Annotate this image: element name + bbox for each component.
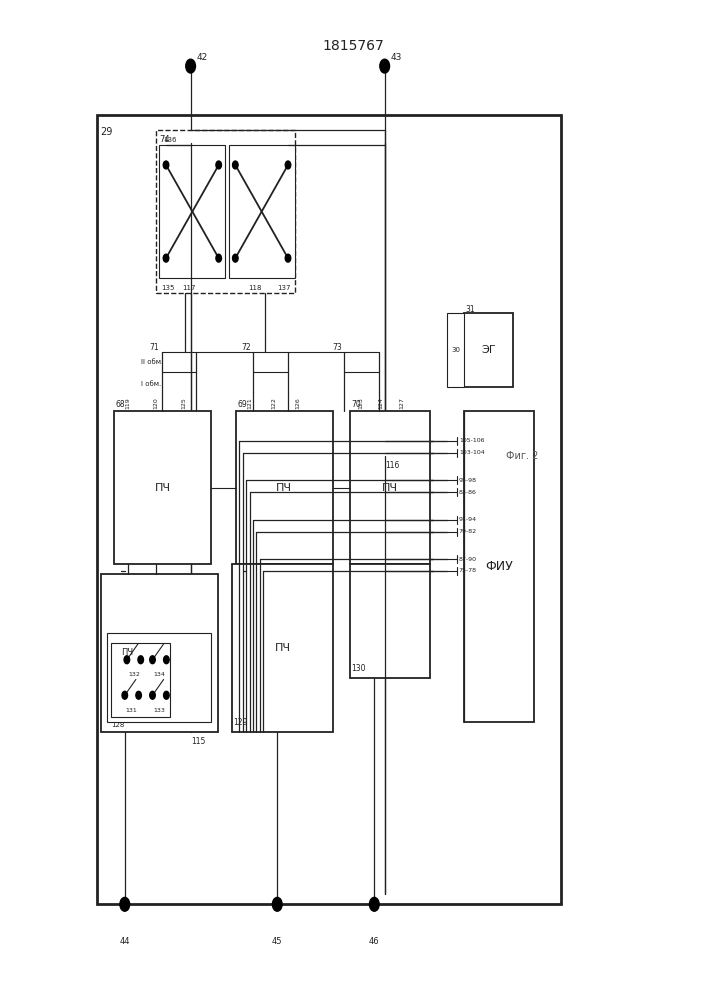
Polygon shape bbox=[232, 564, 333, 732]
Text: 44: 44 bbox=[119, 937, 130, 946]
Text: 126: 126 bbox=[296, 397, 300, 409]
Polygon shape bbox=[229, 145, 295, 278]
Text: 95-98: 95-98 bbox=[459, 478, 477, 483]
Text: 79-82: 79-82 bbox=[459, 529, 477, 534]
Text: 128: 128 bbox=[112, 722, 125, 728]
Text: 123: 123 bbox=[358, 397, 363, 409]
Polygon shape bbox=[100, 574, 218, 732]
Text: 127: 127 bbox=[399, 397, 404, 409]
Circle shape bbox=[163, 656, 169, 664]
Polygon shape bbox=[350, 411, 430, 564]
Text: 115: 115 bbox=[192, 737, 206, 746]
Text: 137: 137 bbox=[278, 285, 291, 291]
Text: ПЧ: ПЧ bbox=[122, 648, 134, 657]
Text: I обм.: I обм. bbox=[141, 381, 161, 387]
Circle shape bbox=[138, 656, 144, 664]
Circle shape bbox=[163, 691, 169, 699]
Polygon shape bbox=[235, 411, 333, 564]
Text: 129: 129 bbox=[233, 718, 248, 727]
Text: 74: 74 bbox=[160, 135, 170, 144]
Text: 135: 135 bbox=[160, 285, 174, 291]
Text: 120: 120 bbox=[153, 397, 158, 409]
Circle shape bbox=[216, 161, 221, 169]
Text: 134: 134 bbox=[153, 672, 165, 677]
Text: 105-106: 105-106 bbox=[459, 438, 484, 443]
Circle shape bbox=[233, 254, 238, 262]
Text: 117: 117 bbox=[182, 285, 196, 291]
Text: ФИУ: ФИУ bbox=[485, 560, 513, 573]
Polygon shape bbox=[115, 411, 211, 564]
Text: 42: 42 bbox=[196, 53, 207, 62]
Text: 116: 116 bbox=[385, 461, 399, 470]
Text: 124: 124 bbox=[379, 397, 384, 409]
Text: 30: 30 bbox=[451, 347, 460, 353]
Text: 132: 132 bbox=[128, 672, 140, 677]
Text: 31: 31 bbox=[466, 305, 475, 314]
Circle shape bbox=[380, 59, 390, 73]
Circle shape bbox=[163, 254, 169, 262]
Circle shape bbox=[150, 656, 156, 664]
Text: 71: 71 bbox=[150, 343, 160, 352]
Text: 133: 133 bbox=[153, 708, 165, 713]
Text: ПЧ: ПЧ bbox=[274, 643, 291, 653]
Text: 72: 72 bbox=[241, 343, 251, 352]
Circle shape bbox=[272, 897, 282, 911]
Text: 87-90: 87-90 bbox=[459, 557, 477, 562]
Text: II обм.: II обм. bbox=[141, 359, 163, 365]
Circle shape bbox=[233, 161, 238, 169]
Polygon shape bbox=[107, 633, 211, 722]
Polygon shape bbox=[160, 145, 226, 278]
Text: 131: 131 bbox=[126, 708, 138, 713]
Text: 73: 73 bbox=[333, 343, 342, 352]
Circle shape bbox=[285, 161, 291, 169]
Circle shape bbox=[370, 897, 379, 911]
Text: 103-104: 103-104 bbox=[459, 450, 484, 455]
Text: 70: 70 bbox=[351, 400, 361, 409]
Text: 75-78: 75-78 bbox=[459, 568, 477, 574]
Circle shape bbox=[150, 691, 156, 699]
Text: ЭГ: ЭГ bbox=[481, 345, 496, 355]
Circle shape bbox=[216, 254, 221, 262]
Text: 69: 69 bbox=[237, 400, 247, 409]
Circle shape bbox=[285, 254, 291, 262]
Text: 119: 119 bbox=[126, 397, 131, 409]
Circle shape bbox=[120, 897, 129, 911]
Circle shape bbox=[124, 656, 129, 664]
Polygon shape bbox=[464, 411, 534, 722]
Text: ПЧ: ПЧ bbox=[382, 483, 398, 493]
Polygon shape bbox=[350, 564, 430, 678]
Text: 29: 29 bbox=[100, 127, 113, 137]
Polygon shape bbox=[111, 643, 170, 717]
Circle shape bbox=[186, 59, 195, 73]
Text: 68: 68 bbox=[116, 400, 125, 409]
Text: ПЧ: ПЧ bbox=[155, 483, 171, 493]
Circle shape bbox=[122, 691, 127, 699]
Polygon shape bbox=[447, 313, 464, 387]
Text: 130: 130 bbox=[351, 664, 366, 673]
Text: Фиг. 2: Фиг. 2 bbox=[506, 451, 538, 461]
Text: 45: 45 bbox=[272, 937, 283, 946]
Text: ПЧ: ПЧ bbox=[276, 483, 292, 493]
Text: 118: 118 bbox=[248, 285, 262, 291]
Text: 43: 43 bbox=[390, 53, 402, 62]
Text: 91-94: 91-94 bbox=[459, 517, 477, 522]
Text: 125: 125 bbox=[181, 397, 186, 409]
Circle shape bbox=[163, 161, 169, 169]
Polygon shape bbox=[97, 115, 561, 904]
Text: 83-86: 83-86 bbox=[459, 490, 477, 495]
Text: 122: 122 bbox=[271, 397, 276, 409]
Text: 1815767: 1815767 bbox=[322, 39, 385, 53]
Polygon shape bbox=[156, 130, 295, 293]
Text: 136: 136 bbox=[163, 137, 177, 143]
Polygon shape bbox=[464, 313, 513, 387]
Text: 121: 121 bbox=[247, 397, 252, 409]
Circle shape bbox=[136, 691, 141, 699]
Text: 46: 46 bbox=[369, 937, 380, 946]
